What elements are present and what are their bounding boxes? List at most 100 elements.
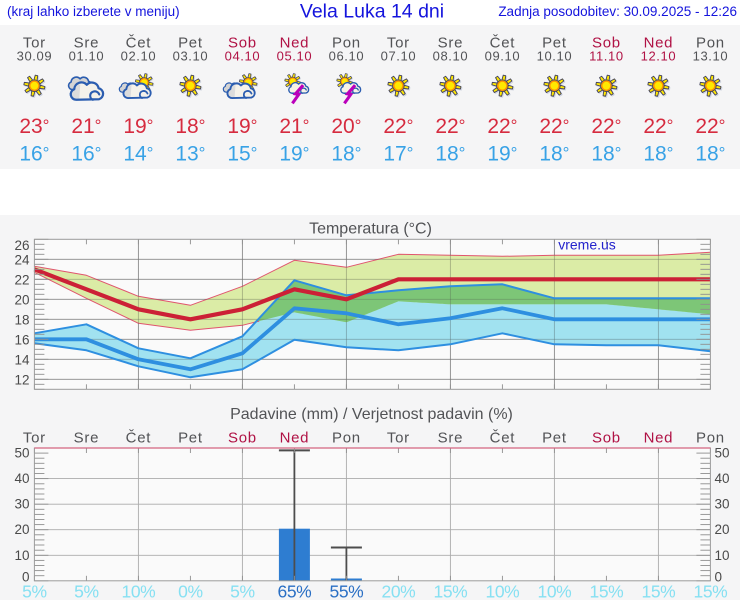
svg-text:Pon: Pon bbox=[332, 35, 361, 52]
svg-text:18°: 18° bbox=[591, 143, 621, 166]
svg-text:Sob: Sob bbox=[592, 35, 621, 52]
svg-text:08.10: 08.10 bbox=[433, 49, 469, 64]
svg-text:Pon: Pon bbox=[696, 35, 725, 52]
svg-text:06.10: 06.10 bbox=[329, 49, 365, 64]
svg-text:14: 14 bbox=[14, 353, 30, 368]
svg-text:30: 30 bbox=[14, 497, 29, 512]
svg-text:24: 24 bbox=[14, 253, 30, 268]
svg-text:20°: 20° bbox=[331, 115, 361, 138]
svg-text:19°: 19° bbox=[123, 115, 153, 138]
svg-text:5%: 5% bbox=[230, 581, 255, 600]
svg-text:15%: 15% bbox=[693, 581, 727, 600]
svg-text:Temperatura (°C): Temperatura (°C) bbox=[309, 221, 432, 238]
svg-text:15%: 15% bbox=[433, 581, 467, 600]
svg-text:55%: 55% bbox=[329, 581, 363, 600]
svg-text:50: 50 bbox=[715, 445, 730, 460]
svg-text:(kraj lahko izberete v meniju): (kraj lahko izberete v meniju) bbox=[7, 4, 180, 19]
svg-text:22°: 22° bbox=[539, 115, 569, 138]
svg-text:Ned: Ned bbox=[280, 430, 310, 447]
svg-text:20: 20 bbox=[14, 293, 29, 308]
svg-text:18: 18 bbox=[14, 313, 29, 328]
svg-text:Ned: Ned bbox=[644, 430, 674, 447]
svg-text:13.10: 13.10 bbox=[693, 49, 729, 64]
svg-text:09.10: 09.10 bbox=[485, 49, 521, 64]
svg-text:10%: 10% bbox=[485, 581, 519, 600]
svg-text:18°: 18° bbox=[331, 143, 361, 166]
svg-text:18°: 18° bbox=[175, 115, 205, 138]
svg-text:Tor: Tor bbox=[23, 35, 46, 52]
svg-text:Pet: Pet bbox=[542, 35, 567, 52]
svg-text:Sre: Sre bbox=[74, 430, 99, 447]
svg-text:21°: 21° bbox=[71, 115, 101, 138]
svg-text:Sob: Sob bbox=[592, 430, 621, 447]
svg-text:10: 10 bbox=[14, 548, 29, 563]
svg-text:65%: 65% bbox=[277, 581, 311, 600]
svg-text:16°: 16° bbox=[71, 143, 101, 166]
svg-text:16: 16 bbox=[14, 333, 29, 348]
svg-text:Sob: Sob bbox=[228, 430, 257, 447]
svg-text:Sre: Sre bbox=[438, 430, 463, 447]
svg-text:50: 50 bbox=[14, 445, 29, 460]
svg-text:05.10: 05.10 bbox=[277, 49, 313, 64]
svg-text:01.10: 01.10 bbox=[69, 49, 105, 64]
svg-text:14°: 14° bbox=[123, 143, 153, 166]
svg-text:26: 26 bbox=[14, 238, 29, 253]
svg-text:21°: 21° bbox=[279, 115, 309, 138]
svg-text:Padavine (mm) / Verjetnost pad: Padavine (mm) / Verjetnost padavin (%) bbox=[230, 406, 513, 423]
svg-text:03.10: 03.10 bbox=[173, 49, 209, 64]
svg-text:22°: 22° bbox=[487, 115, 517, 138]
svg-text:07.10: 07.10 bbox=[381, 49, 417, 64]
svg-text:20%: 20% bbox=[381, 581, 415, 600]
svg-text:15%: 15% bbox=[641, 581, 675, 600]
svg-text:22°: 22° bbox=[591, 115, 621, 138]
svg-text:10%: 10% bbox=[537, 581, 571, 600]
svg-text:18°: 18° bbox=[695, 143, 725, 166]
svg-text:11.10: 11.10 bbox=[589, 49, 624, 64]
svg-text:19°: 19° bbox=[279, 143, 309, 166]
svg-text:40: 40 bbox=[715, 471, 730, 486]
svg-text:17°: 17° bbox=[383, 143, 413, 166]
svg-text:vreme.us: vreme.us bbox=[558, 236, 616, 252]
svg-text:10%: 10% bbox=[121, 581, 155, 600]
svg-text:23°: 23° bbox=[19, 115, 49, 138]
svg-text:Pet: Pet bbox=[178, 430, 203, 447]
svg-text:Pon: Pon bbox=[332, 430, 361, 447]
svg-text:Čet: Čet bbox=[126, 430, 152, 447]
svg-text:Tor: Tor bbox=[387, 35, 410, 52]
svg-text:Sre: Sre bbox=[438, 35, 463, 52]
svg-text:18°: 18° bbox=[643, 143, 673, 166]
svg-text:22°: 22° bbox=[435, 115, 465, 138]
svg-text:18°: 18° bbox=[539, 143, 569, 166]
svg-text:19°: 19° bbox=[487, 143, 517, 166]
svg-text:13°: 13° bbox=[175, 143, 205, 166]
svg-text:22°: 22° bbox=[383, 115, 413, 138]
svg-text:Čet: Čet bbox=[490, 35, 516, 52]
svg-text:22°: 22° bbox=[695, 115, 725, 138]
svg-text:Zadnja posodobitev: 30.09.2025: Zadnja posodobitev: 30.09.2025 - 12:26 bbox=[498, 4, 737, 19]
svg-text:12.10: 12.10 bbox=[641, 49, 677, 64]
svg-text:0: 0 bbox=[22, 569, 30, 584]
svg-text:15°: 15° bbox=[227, 143, 257, 166]
svg-text:Sre: Sre bbox=[74, 35, 99, 52]
svg-text:04.10: 04.10 bbox=[225, 49, 261, 64]
svg-text:19°: 19° bbox=[227, 115, 257, 138]
svg-text:Vela Luka 14 dni: Vela Luka 14 dni bbox=[300, 1, 444, 23]
svg-text:Tor: Tor bbox=[23, 430, 46, 447]
svg-text:30.09: 30.09 bbox=[17, 49, 53, 64]
svg-text:16°: 16° bbox=[19, 143, 49, 166]
svg-text:22: 22 bbox=[14, 273, 29, 288]
svg-text:0%: 0% bbox=[178, 581, 203, 600]
svg-text:Pon: Pon bbox=[696, 430, 725, 447]
svg-text:Pet: Pet bbox=[542, 430, 567, 447]
svg-text:18°: 18° bbox=[435, 143, 465, 166]
svg-text:5%: 5% bbox=[74, 581, 99, 600]
svg-text:Čet: Čet bbox=[126, 35, 152, 52]
svg-text:30: 30 bbox=[715, 497, 730, 512]
svg-text:20: 20 bbox=[715, 522, 730, 537]
svg-text:5%: 5% bbox=[22, 581, 47, 600]
svg-text:10.10: 10.10 bbox=[537, 49, 573, 64]
svg-text:Ned: Ned bbox=[280, 35, 310, 52]
svg-text:Pet: Pet bbox=[178, 35, 203, 52]
svg-text:40: 40 bbox=[14, 471, 29, 486]
svg-text:Ned: Ned bbox=[644, 35, 674, 52]
